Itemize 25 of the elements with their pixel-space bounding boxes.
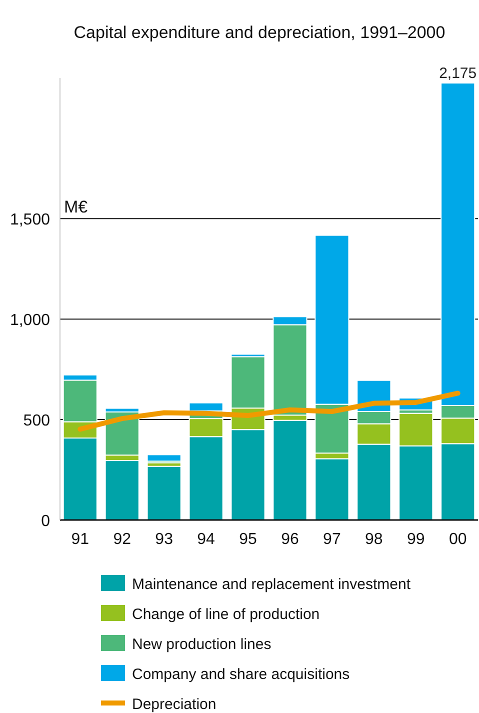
bar (146, 466, 182, 520)
x-tick-label: 98 (365, 531, 383, 548)
total-label: 2,175 (439, 65, 477, 82)
bar (272, 420, 308, 520)
chart-title: Capital expenditure and depreciation, 1991–2000 (74, 23, 446, 42)
legend-label: New production lines (132, 636, 272, 653)
legend-label: Change of line of production (132, 606, 320, 623)
legend-label: Company and share acquisitions (132, 666, 350, 683)
x-tick-label: 00 (448, 531, 467, 548)
y-tick-label: 0 (41, 513, 50, 530)
x-tick-label: 91 (71, 531, 90, 548)
x-tick-label: 96 (281, 531, 299, 548)
y-tick-label: 500 (23, 412, 50, 430)
y-axis-title: M€ (64, 198, 88, 217)
x-tick-label: 92 (113, 531, 132, 548)
y-tick-label: 1,500 (10, 212, 50, 229)
x-tick-label: 95 (239, 531, 258, 548)
x-tick-label: 99 (406, 531, 425, 548)
y-tick-label: 1,000 (10, 312, 50, 330)
bar (188, 402, 224, 412)
x-tick-label: 93 (155, 531, 174, 548)
legend-label: Maintenance and replacement investment (132, 576, 412, 593)
legend-label: Depreciation (132, 696, 216, 713)
x-tick-label: 94 (197, 531, 216, 548)
x-tick-label: 97 (323, 531, 341, 548)
